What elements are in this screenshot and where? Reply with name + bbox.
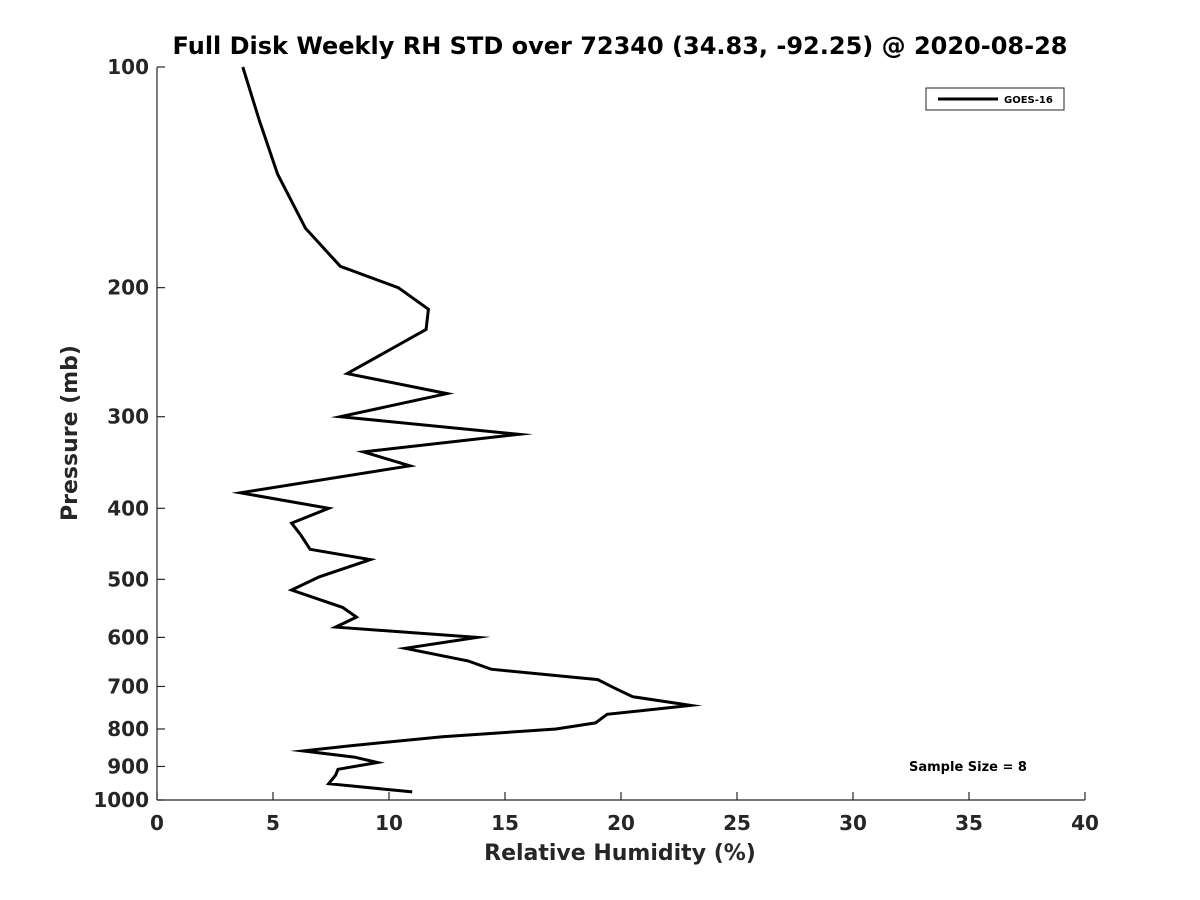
y-tick-label: 300 <box>107 405 149 429</box>
y-axis-label: Pressure (mb) <box>58 345 83 521</box>
axes: 0 5 10 15 20 25 30 35 40 100 200 300 400 500 600 700 800… <box>93 55 1099 835</box>
x-tick-label: 25 <box>723 811 751 835</box>
x-tick-label: 20 <box>607 811 635 835</box>
y-tick-label: 400 <box>107 496 149 520</box>
y-tick-label: 200 <box>107 276 149 300</box>
x-tick-label: 35 <box>955 811 983 835</box>
y-tick-label: 900 <box>107 754 149 778</box>
series-line-goes-16 <box>231 66 703 794</box>
plot-background <box>157 67 1085 800</box>
x-tick-label: 10 <box>375 811 403 835</box>
y-tick-label: 1000 <box>93 788 149 812</box>
y-tick-label: 600 <box>107 625 149 649</box>
y-tick-label: 500 <box>107 567 149 591</box>
x-tick-label: 5 <box>266 811 280 835</box>
sample-size-annotation: Sample Size = 8 <box>909 760 1027 775</box>
y-tick-label: 800 <box>107 717 149 741</box>
legend-label: GOES-16 <box>1004 95 1053 106</box>
legend: GOES-16 <box>925 87 1065 111</box>
x-tick-label: 40 <box>1071 811 1099 835</box>
x-axis-label: Relative Humidity (%) <box>484 841 756 866</box>
y-tick-label: 100 <box>107 55 149 79</box>
x-tick-label: 0 <box>150 811 164 835</box>
x-tick-label: 15 <box>491 811 519 835</box>
plot-area <box>157 67 1085 800</box>
x-tick-label: 30 <box>839 811 867 835</box>
chart-title: Full Disk Weekly RH STD over 72340 (34.8… <box>173 32 1068 60</box>
y-tick-label: 700 <box>107 674 149 698</box>
series-layer <box>231 66 703 794</box>
